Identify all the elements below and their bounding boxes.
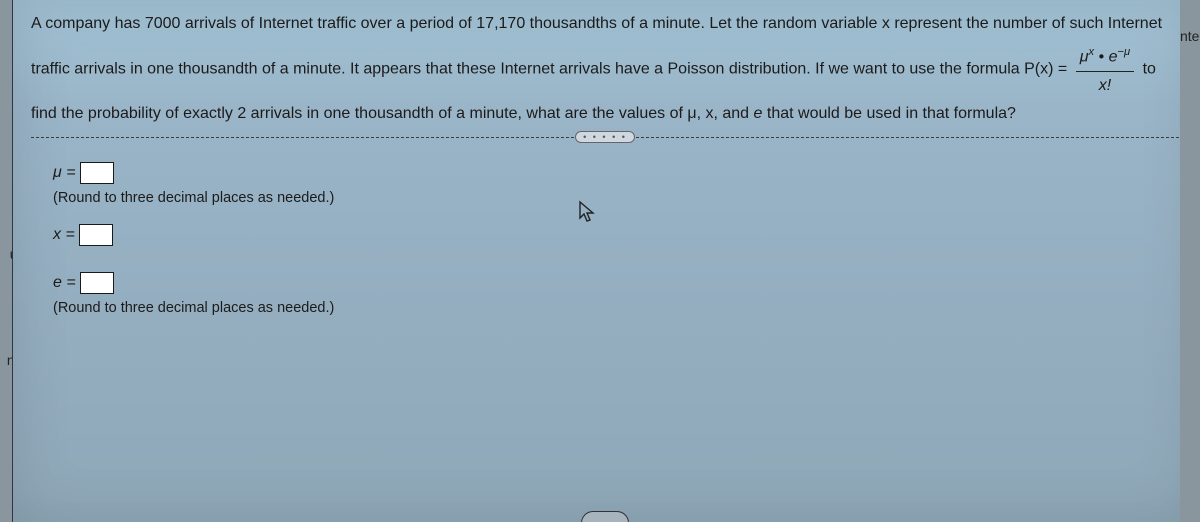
footer-arc <box>581 511 629 522</box>
e-input[interactable] <box>80 272 114 294</box>
question-text: A company has 7000 arrivals of Internet … <box>13 0 1197 130</box>
e-label: e = <box>53 274 76 292</box>
question-part1: A company has 7000 arrivals of Internet … <box>31 15 1162 77</box>
right-item-nte[interactable]: nte <box>1180 28 1200 44</box>
expand-bar: • • • • • <box>31 130 1179 144</box>
right-sidebar: nte <box>1180 0 1200 522</box>
x-label: x = <box>53 226 75 244</box>
e-round-note: (Round to three decimal places as needed… <box>53 300 1179 316</box>
x-input[interactable] <box>79 224 113 246</box>
mu-label: μ = <box>53 164 76 182</box>
main-panel: A company has 7000 arrivals of Internet … <box>12 0 1198 522</box>
poisson-formula: μx • e−μ x! <box>1072 38 1138 100</box>
mu-input[interactable] <box>80 162 114 184</box>
question-part3: that would be used in that formula? <box>762 105 1016 122</box>
answers-block: μ = (Round to three decimal places as ne… <box>13 144 1197 316</box>
mu-round-note: (Round to three decimal places as needed… <box>53 190 1179 206</box>
expand-toggle[interactable]: • • • • • <box>575 131 635 143</box>
